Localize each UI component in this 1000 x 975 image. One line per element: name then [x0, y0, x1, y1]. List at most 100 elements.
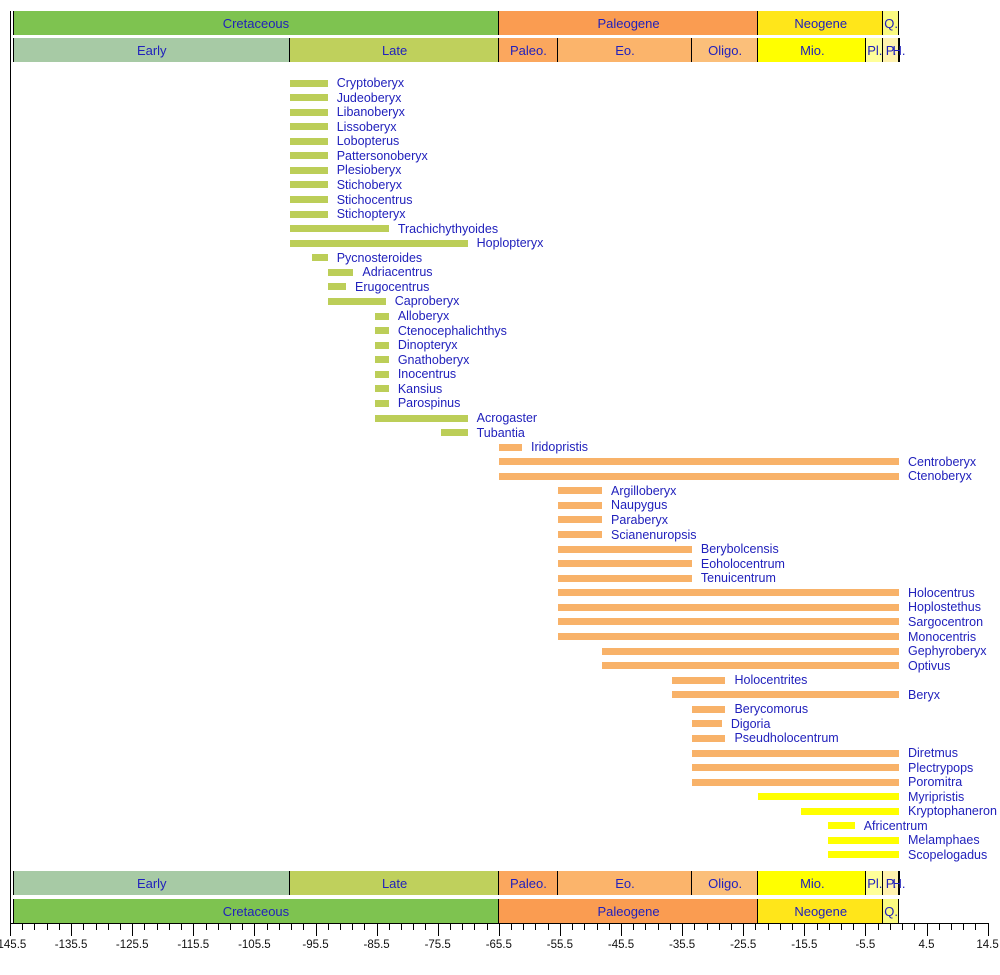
- axis-tick-label: -45.5: [607, 939, 635, 951]
- taxon-label: Lobopterus: [336, 134, 400, 149]
- taxon-label: Africentrum: [863, 818, 928, 833]
- axis-tick-label: -75.5: [424, 939, 451, 951]
- axis-minor-tick: [939, 923, 940, 930]
- taxon-label: Parospinus: [397, 396, 461, 411]
- axis-minor-tick: [279, 923, 280, 930]
- axis-minor-tick: [181, 923, 182, 930]
- axis-minor-tick: [462, 923, 463, 930]
- axis-minor-tick: [609, 923, 610, 930]
- taxon-range-bar: [558, 618, 899, 626]
- axis-minor-tick: [841, 923, 842, 930]
- axis-minor-tick: [413, 923, 414, 930]
- axis-minor-tick: [633, 923, 634, 930]
- taxon-label: Gnathoberyx: [397, 352, 470, 367]
- axis-minor-tick: [975, 923, 976, 930]
- taxon-label: Scopelogadus: [908, 847, 988, 862]
- axis-major-tick: [316, 923, 317, 936]
- taxon-label: Plectrypops: [908, 760, 974, 775]
- taxon-label: Iridopristis: [531, 440, 588, 455]
- taxon-label: Stichocentrus: [336, 192, 413, 207]
- axis-minor-tick: [780, 923, 781, 930]
- period-cell: [758, 899, 884, 923]
- axis-minor-tick: [169, 923, 170, 930]
- axis-minor-tick: [389, 923, 390, 930]
- axis-minor-tick: [157, 923, 158, 930]
- taxon-range-bar: [602, 662, 899, 670]
- axis-minor-tick: [853, 923, 854, 930]
- taxon-range-bar: [374, 312, 389, 320]
- axis-tick-label: -25.5: [730, 939, 757, 951]
- axis-major-tick: [499, 923, 500, 936]
- axis-major-tick: [377, 923, 378, 936]
- epoch-cell: [758, 38, 867, 62]
- taxon-label: Erugocentrus: [355, 279, 430, 294]
- axis-minor-tick: [535, 923, 536, 930]
- taxon-range-bar: [374, 399, 389, 407]
- axis-minor-tick: [401, 923, 402, 930]
- axis-minor-tick: [328, 923, 329, 930]
- taxon-range-bar: [327, 297, 386, 305]
- axis-tick-label: -5.5: [855, 939, 876, 951]
- axis-minor-tick: [707, 923, 708, 930]
- epoch-cell: [898, 38, 900, 62]
- taxon-label: Ctenocephalichthys: [397, 323, 507, 338]
- taxon-range-bar: [290, 152, 328, 160]
- taxon-label: Ctenoberyx: [908, 469, 972, 484]
- axis-minor-tick: [878, 923, 879, 930]
- taxon-label: Stichoberyx: [336, 177, 403, 192]
- taxon-label: Diretmus: [908, 746, 959, 761]
- axis-tick-label: -125.5: [115, 939, 149, 951]
- epoch-cell: [758, 871, 867, 895]
- period-cell: [498, 899, 759, 923]
- taxon-label: Pattersonoberyx: [336, 148, 428, 163]
- taxon-label: Inocentrus: [397, 367, 457, 382]
- axis-minor-tick: [914, 923, 915, 930]
- taxon-range-bar: [558, 603, 899, 611]
- taxon-range-bar: [290, 181, 328, 189]
- taxon-range-bar: [691, 749, 899, 757]
- taxon-label: Tubantia: [476, 425, 525, 440]
- taxon-label: Gephyroberyx: [908, 644, 987, 659]
- epoch-cell: [883, 38, 899, 62]
- taxon-range-bar: [290, 196, 328, 204]
- axis-tick-label: -85.5: [363, 939, 390, 951]
- axis-minor-tick: [902, 923, 903, 930]
- axis-minor-tick: [890, 923, 891, 930]
- taxon-range-bar: [374, 356, 389, 364]
- taxon-label: Libanoberyx: [336, 105, 405, 120]
- axis-minor-tick: [230, 923, 231, 930]
- axis-major-tick: [132, 923, 133, 936]
- period-cell: [758, 11, 884, 35]
- taxon-label: Melamphaes: [908, 833, 980, 848]
- taxon-range-bar: [558, 531, 603, 539]
- epoch-cell: [13, 38, 291, 62]
- taxon-label: Optivus: [908, 658, 951, 673]
- taxon-range-bar: [374, 414, 468, 422]
- axis-minor-tick: [352, 923, 353, 930]
- epoch-cell: [883, 871, 899, 895]
- axis-major-tick: [743, 923, 744, 936]
- epoch-cell: [691, 871, 759, 895]
- taxon-label: Monocentris: [908, 629, 977, 644]
- taxon-label: Holocentrites: [734, 673, 808, 688]
- axis-minor-tick: [34, 923, 35, 930]
- period-cell: [883, 899, 899, 923]
- axis-major-tick: [71, 923, 72, 936]
- axis-major-tick: [621, 923, 622, 936]
- epoch-cell: [866, 38, 884, 62]
- taxon-range-bar: [758, 793, 899, 801]
- axis-major-tick: [254, 923, 255, 936]
- axis-minor-tick: [951, 923, 952, 930]
- axis-tick-label: -135.5: [54, 939, 88, 951]
- taxon-range-bar: [440, 429, 468, 437]
- axis-major-tick: [438, 923, 439, 936]
- axis-minor-tick: [47, 923, 48, 930]
- taxon-range-bar: [801, 807, 899, 815]
- taxon-range-bar: [691, 764, 899, 772]
- taxon-range-bar: [290, 123, 328, 131]
- epoch-cell: [558, 871, 692, 895]
- axis-tick-label: -15.5: [791, 939, 818, 951]
- axis-tick-label: -55.5: [546, 939, 573, 951]
- taxon-range-bar: [498, 472, 899, 480]
